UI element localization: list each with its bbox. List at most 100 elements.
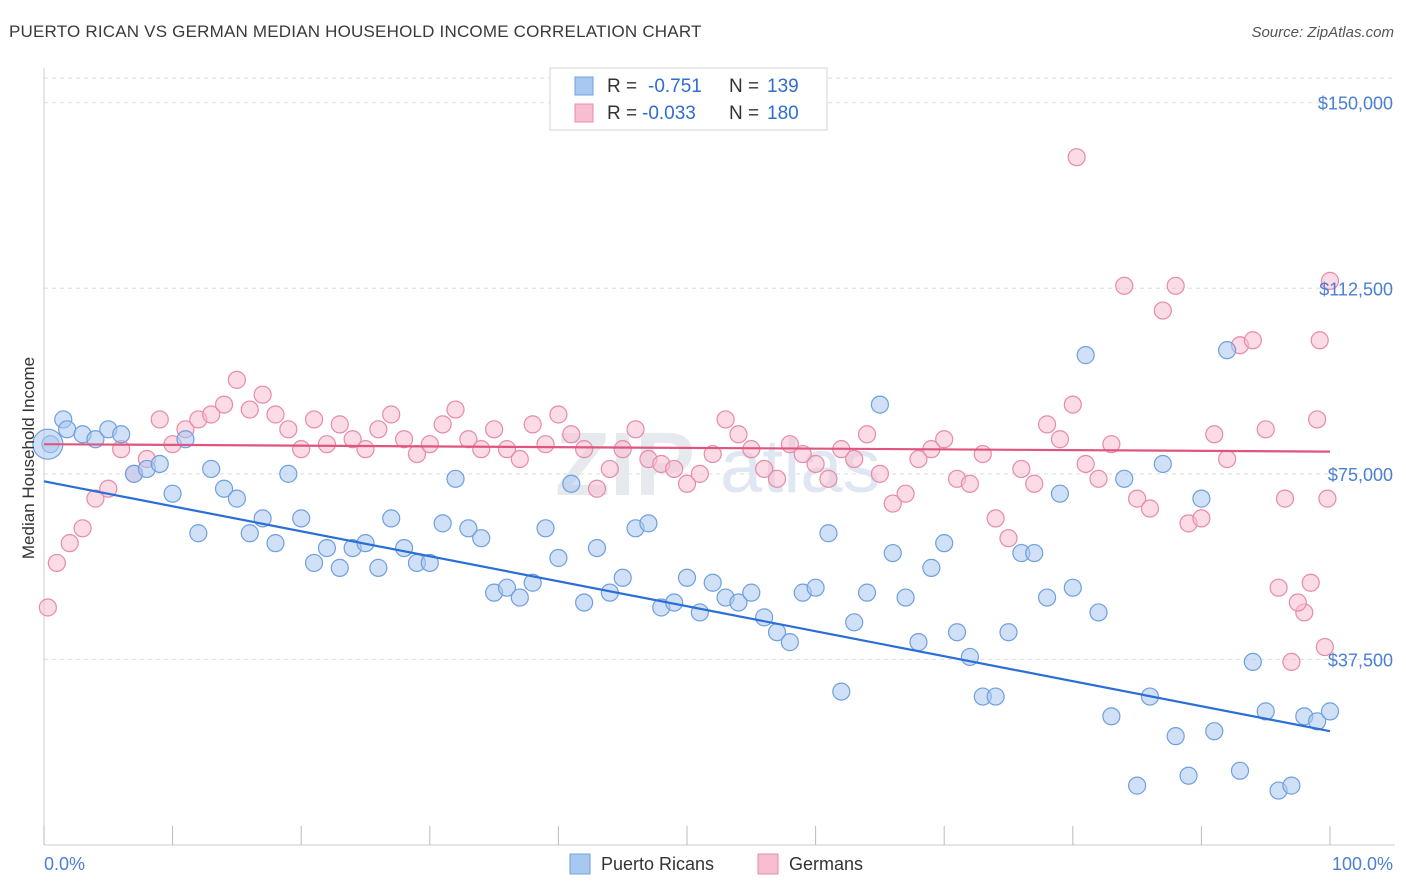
puerto-rican-point-58 bbox=[780, 633, 799, 652]
german-point-15 bbox=[227, 370, 246, 389]
german-point-85 bbox=[1127, 489, 1147, 508]
german-point-49 bbox=[665, 459, 684, 479]
puerto-rican-point-16 bbox=[240, 524, 259, 543]
german-point-82 bbox=[1089, 469, 1108, 488]
german-point-34 bbox=[472, 440, 491, 459]
german-point-91 bbox=[1205, 425, 1224, 444]
legend-n-value-1: 180 bbox=[767, 103, 799, 124]
y-tick-label-3: $150,000 bbox=[1318, 94, 1393, 114]
german-point-78 bbox=[1037, 415, 1057, 434]
puerto-rican-point-37 bbox=[510, 588, 529, 607]
german-point-102 bbox=[1275, 489, 1295, 508]
puerto-rican-point-23 bbox=[330, 558, 349, 577]
german-point-59 bbox=[793, 444, 812, 464]
german-point-95 bbox=[1256, 420, 1275, 439]
puerto-rican-point-22 bbox=[317, 538, 337, 558]
german-point-68 bbox=[909, 449, 928, 469]
german-point-40 bbox=[549, 405, 568, 424]
puerto-rican-point-66 bbox=[883, 543, 902, 563]
german-point-43 bbox=[587, 479, 607, 498]
puerto-rican-point-74 bbox=[986, 687, 1005, 706]
puerto-rican-point-65 bbox=[870, 395, 890, 414]
german-point-44 bbox=[600, 459, 619, 479]
german-point-53 bbox=[716, 410, 735, 429]
german-point-22 bbox=[317, 435, 337, 454]
puerto-rican-point-78 bbox=[1037, 588, 1057, 607]
german-point-4 bbox=[86, 489, 105, 508]
source-label: Source: ZipAtlas.com bbox=[1251, 24, 1394, 41]
trend-lines bbox=[43, 443, 1331, 733]
german-point-64 bbox=[857, 425, 877, 444]
german-point-88 bbox=[1166, 276, 1185, 295]
german-point-25 bbox=[356, 440, 375, 459]
puerto-rican-point-18 bbox=[266, 534, 285, 553]
x-tick-labels: 0.0% 100.0% bbox=[44, 854, 1393, 874]
german-point-24 bbox=[343, 430, 362, 449]
german-point-65 bbox=[870, 464, 890, 483]
puerto-rican-point-60 bbox=[806, 578, 825, 597]
german-point-28 bbox=[394, 430, 414, 449]
legend-r-label-0: R = bbox=[607, 76, 637, 97]
puerto-rican-point-80 bbox=[1063, 578, 1082, 597]
bottom-legend-label-puerto-ricans: Puerto Ricans bbox=[601, 854, 714, 874]
german-point-66 bbox=[883, 494, 902, 513]
puerto-rican-point-81 bbox=[1076, 346, 1095, 365]
puerto-rican-point-10 bbox=[163, 484, 182, 503]
y-tick-label-0: $37,500 bbox=[1328, 650, 1393, 670]
german-point-101 bbox=[1067, 148, 1086, 167]
puerto-rican-point-39 bbox=[536, 519, 555, 538]
legend-r-label-1: R = bbox=[607, 103, 637, 124]
puerto-rican-point-77 bbox=[1025, 543, 1044, 563]
puerto-rican-point-90 bbox=[1192, 489, 1211, 508]
puerto-rican-point-33 bbox=[459, 519, 478, 538]
german-point-67 bbox=[896, 484, 915, 503]
puerto-rican-point-69 bbox=[922, 558, 941, 577]
german-point-105 bbox=[1310, 331, 1329, 350]
bottom-legend-label-germans: Germans bbox=[789, 854, 863, 874]
german-point-96 bbox=[1269, 578, 1288, 597]
legend-n-label-0: N = bbox=[729, 76, 759, 97]
legend-n-value-0: 139 bbox=[767, 76, 799, 97]
puerto-rican-point-84 bbox=[1115, 469, 1134, 488]
german-point-57 bbox=[767, 469, 787, 488]
german-point-60 bbox=[806, 454, 825, 474]
german-point-75 bbox=[999, 529, 1018, 548]
german-point-104 bbox=[1301, 573, 1320, 592]
german-point-27 bbox=[382, 405, 401, 424]
german-point-19 bbox=[279, 420, 298, 439]
x-tick-label-0: 0.0% bbox=[44, 854, 85, 874]
puerto-rican-point-97 bbox=[1282, 776, 1301, 795]
puerto-rican-point-19 bbox=[279, 464, 298, 483]
german-point-35 bbox=[485, 420, 504, 439]
puerto-rican-point-34 bbox=[472, 529, 491, 548]
puerto-rican-point-83 bbox=[1102, 707, 1121, 726]
x-tick-label-1: 100.0% bbox=[1332, 854, 1393, 874]
puerto-rican-point-61 bbox=[819, 524, 838, 543]
puerto-rican-point-62 bbox=[832, 682, 851, 701]
german-point-76 bbox=[1012, 459, 1031, 479]
german-point-51 bbox=[690, 464, 709, 483]
german-point-79 bbox=[1050, 430, 1070, 449]
puerto-rican-point-43 bbox=[587, 538, 607, 558]
puerto-rican-point-9 bbox=[150, 454, 169, 474]
axes bbox=[43, 68, 1395, 846]
puerto-rican-point-2 bbox=[58, 420, 77, 439]
puerto-rican-point-85 bbox=[1127, 776, 1147, 795]
german-point-50 bbox=[677, 474, 697, 493]
german-point-107 bbox=[1318, 489, 1337, 508]
german-point-94 bbox=[1243, 331, 1262, 350]
puerto-rican-point-68 bbox=[909, 633, 928, 652]
german-point-87 bbox=[1153, 301, 1172, 320]
puerto-rican-point-93 bbox=[1230, 761, 1250, 780]
german-point-45 bbox=[613, 440, 632, 459]
puerto-rican-point-45 bbox=[613, 568, 632, 587]
puerto-rican-point-36 bbox=[497, 578, 517, 597]
puerto-rican-point-32 bbox=[446, 469, 465, 488]
german-point-86 bbox=[1140, 499, 1160, 518]
bottom-legend: Puerto Ricans Germans bbox=[569, 853, 863, 875]
puerto-rican-point-11 bbox=[176, 430, 195, 449]
puerto-rican-point-54 bbox=[729, 593, 748, 612]
y-tick-labels: $37,500 $75,000 $112,500 $150,000 bbox=[1318, 94, 1393, 671]
puerto-rican-point-6 bbox=[112, 425, 131, 444]
